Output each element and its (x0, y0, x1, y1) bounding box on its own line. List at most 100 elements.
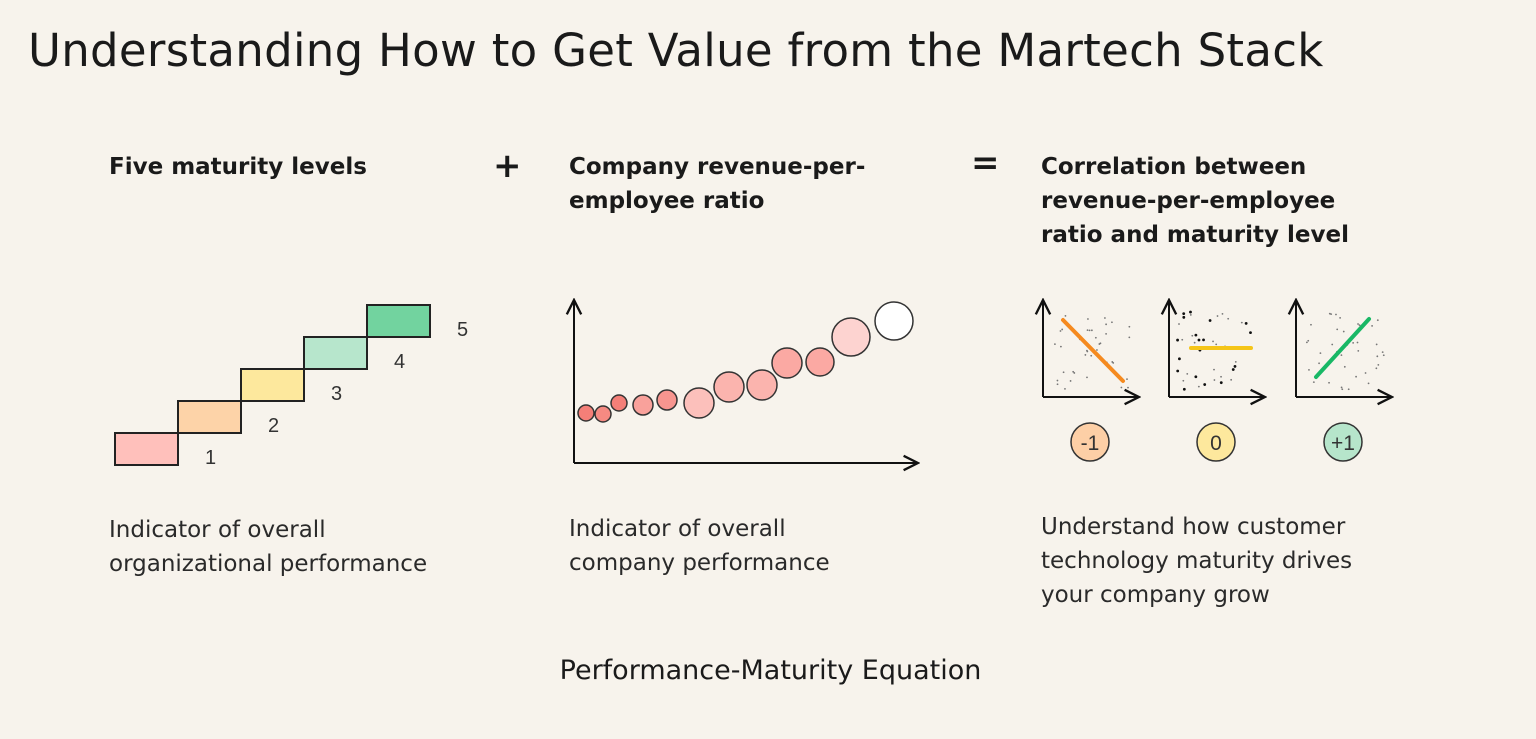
scatter-point (1376, 319, 1379, 322)
scatter-point (1072, 370, 1075, 373)
correlation-chart: +1 (1296, 300, 1392, 462)
scatter-point (1307, 339, 1310, 342)
scatter-point (1105, 333, 1107, 335)
scatter-point (1339, 316, 1342, 319)
scatter-point (1182, 312, 1186, 316)
correlation-label: 0 (1210, 432, 1222, 455)
scatter-point (1234, 360, 1237, 363)
caption-line: technology maturity drives (1041, 548, 1353, 574)
bubble (610, 394, 628, 412)
scatter-point (1335, 313, 1337, 316)
scatter-point (1356, 341, 1359, 344)
scatter-point (1056, 379, 1059, 382)
scatter-point (1331, 343, 1334, 346)
scatter-point (1336, 328, 1339, 331)
scatter-point (1191, 334, 1194, 337)
scatter-point (1343, 365, 1346, 368)
scatter-point (1219, 381, 1223, 385)
scatter-point (1064, 315, 1067, 317)
scatter-point (1382, 354, 1385, 357)
heading-revenue-per-employee: Company revenue-per- employee ratio (569, 150, 865, 218)
scatter-point (1208, 319, 1212, 322)
heading-maturity-levels: Five maturity levels (109, 154, 367, 180)
correlation-badge (1323, 422, 1363, 462)
scatter-point (1220, 375, 1222, 378)
scatter-point (1213, 379, 1216, 381)
scatter-point (1330, 313, 1333, 316)
scatter-point (1105, 323, 1108, 326)
scatter-point (1364, 372, 1367, 374)
heading-line: revenue-per-employee (1041, 188, 1336, 214)
scatter-point (1249, 331, 1252, 335)
scatter-point (1086, 329, 1089, 332)
bubble (713, 371, 745, 403)
scatter-point (1182, 315, 1186, 319)
scatter-point (1069, 380, 1072, 382)
scatter-point (1061, 328, 1064, 331)
scatter-point (1375, 367, 1378, 370)
scatter-point (1111, 321, 1113, 324)
caption-line: Indicator of overall (569, 516, 786, 542)
scatter-point (1371, 325, 1373, 327)
scatter-point (1202, 338, 1205, 342)
maturity-level-box (114, 432, 179, 466)
scatter-point (1096, 349, 1098, 351)
scatter-point (1186, 372, 1189, 375)
scatter-point (1240, 321, 1243, 324)
plus-operator: + (493, 146, 522, 186)
scatter-point (1312, 381, 1315, 384)
correlation-badge (1196, 422, 1236, 462)
scatter-point (1056, 383, 1059, 386)
caption-revenue: Indicator of overall company performance (569, 512, 830, 580)
scatter-point (1231, 368, 1235, 371)
correlation-label: +1 (1331, 432, 1355, 455)
bubble (632, 394, 654, 416)
maturity-level-label: 1 (205, 447, 216, 469)
scatter-point (1215, 343, 1218, 346)
maturity-level-label: 5 (457, 319, 468, 341)
scatter-point (1318, 362, 1320, 365)
scatter-point (1090, 329, 1093, 332)
footer-caption: Performance-Maturity Equation (559, 655, 982, 686)
scatter-point (1357, 350, 1360, 352)
bubble (805, 347, 835, 377)
scatter-point (1094, 336, 1097, 339)
correlation-chart: 0 (1169, 300, 1265, 462)
scatter-point (1244, 321, 1248, 325)
page-title: Understanding How to Get Value from the … (28, 24, 1324, 77)
correlation-charts: -1 0 +1 (1043, 300, 1392, 462)
scatter-point (1319, 352, 1322, 355)
scatter-point (1127, 386, 1129, 389)
scatter-point (1352, 341, 1355, 344)
caption-line: organizational performance (109, 551, 428, 577)
scatter-point (1064, 387, 1066, 390)
scatter-point (1308, 368, 1310, 371)
scatter-point (1189, 310, 1192, 314)
scatter-point (1099, 342, 1102, 345)
maturity-level-label: 2 (268, 415, 279, 437)
scatter-point (1182, 379, 1185, 382)
scatter-point (1233, 365, 1237, 368)
scatter-point (1178, 323, 1180, 325)
scatter-point (1358, 324, 1361, 327)
scatter-point (1128, 336, 1131, 339)
heading-correlation: Correlation between revenue-per-employee… (1041, 150, 1349, 252)
scatter-point (1342, 330, 1345, 333)
scatter-point (1197, 338, 1201, 342)
heading-line: employee ratio (569, 188, 765, 214)
maturity-level-label: 4 (394, 351, 405, 373)
correlation-badge (1070, 422, 1110, 462)
trend-line (1061, 318, 1125, 383)
scatter-point (1111, 361, 1114, 363)
scatter-point (1084, 354, 1087, 356)
heading-line: Company revenue-per- (569, 154, 866, 180)
bubble (771, 347, 803, 379)
scatter-point (1120, 386, 1123, 389)
scatter-point (1216, 315, 1219, 317)
scatter-point (1213, 368, 1215, 371)
scatter-point (1367, 382, 1370, 385)
scatter-point (1377, 363, 1380, 366)
revenue-bubble-chart (574, 300, 918, 463)
scatter-point (1189, 314, 1192, 316)
